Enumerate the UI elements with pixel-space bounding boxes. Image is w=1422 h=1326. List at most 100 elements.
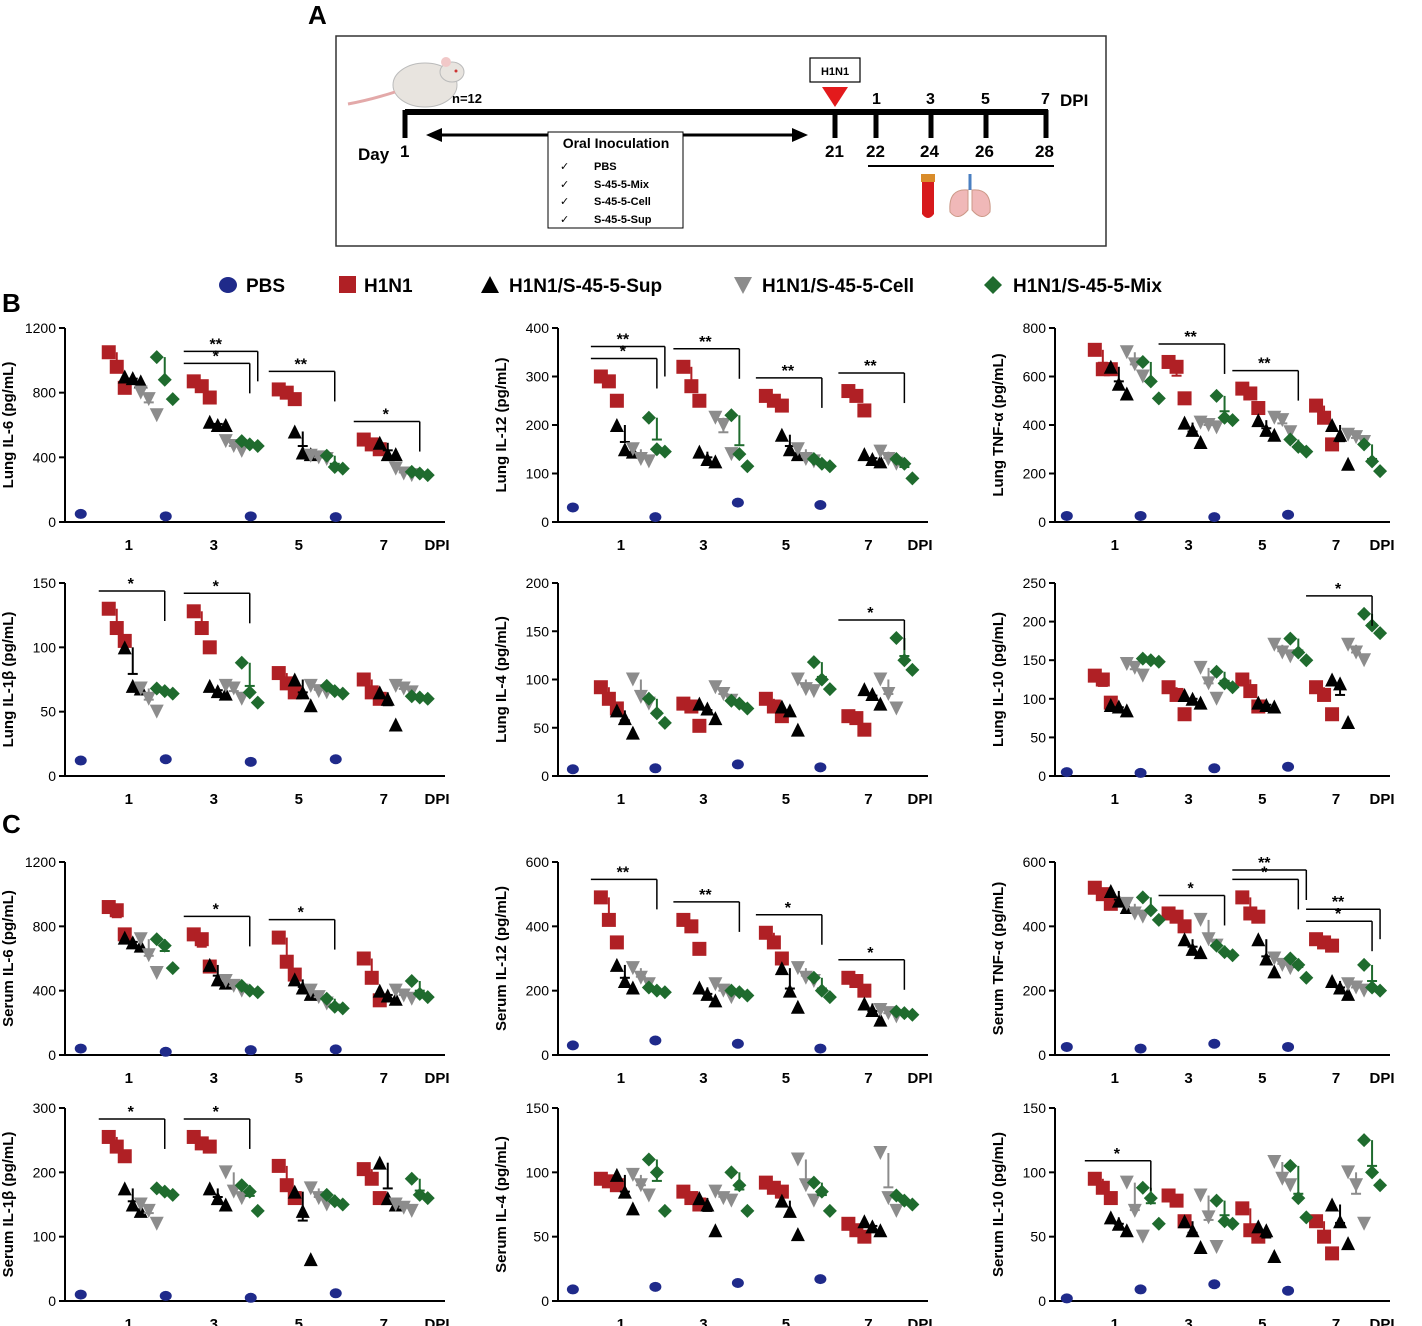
- point-sup: [287, 972, 302, 987]
- point-pbs: [1134, 1043, 1147, 1054]
- y-tick-label: 400: [33, 449, 57, 465]
- point-h1n1: [676, 359, 691, 374]
- point-cell: [396, 681, 411, 696]
- point-sup: [388, 991, 403, 1006]
- point-sup: [774, 961, 789, 976]
- point-h1n1: [101, 601, 116, 616]
- y-tick-label: 200: [1023, 614, 1047, 630]
- point-sup: [782, 983, 797, 998]
- significance-label: *: [1335, 906, 1342, 923]
- y-tick-label: 200: [526, 575, 550, 591]
- point-sup: [857, 1214, 872, 1229]
- lungs-icon: [949, 174, 991, 217]
- y-tick-label: 0: [48, 768, 56, 784]
- point-h1n1: [684, 919, 699, 934]
- point-cell: [881, 686, 896, 701]
- point-cell: [1119, 896, 1134, 911]
- y-tick-label: 100: [526, 1164, 550, 1180]
- point-cell: [1267, 951, 1282, 966]
- x-axis-label: DPI: [424, 537, 449, 554]
- point-cell: [1209, 691, 1224, 706]
- point-sup: [1325, 974, 1340, 989]
- y-tick-label: 300: [33, 1100, 57, 1116]
- point-sup: [708, 711, 723, 726]
- point-cell: [641, 1188, 656, 1203]
- point-sup: [372, 983, 387, 998]
- point-cell: [149, 408, 164, 423]
- point-mix: [165, 686, 180, 701]
- y-tick-label: 50: [40, 704, 56, 720]
- point-pbs: [1282, 761, 1295, 772]
- x-tick-label: 1: [1111, 1316, 1119, 1326]
- significance-label: *: [1114, 1146, 1121, 1163]
- point-cell: [1341, 637, 1356, 652]
- point-cell: [873, 444, 888, 459]
- point-pbs: [1208, 1279, 1221, 1290]
- point-mix: [1373, 626, 1388, 641]
- significance-label: **: [1184, 329, 1197, 346]
- legend-item-mix: H1N1/S-45-5-Mix: [984, 276, 1162, 297]
- point-mix: [1373, 464, 1388, 479]
- point-cell: [1135, 1229, 1150, 1244]
- point-mix: [740, 988, 755, 1003]
- point-sup: [609, 957, 624, 972]
- point-sup: [202, 1181, 217, 1196]
- point-mix: [732, 447, 747, 462]
- x-axis-label: DPI: [907, 1316, 932, 1326]
- point-cell: [881, 451, 896, 466]
- x-axis-label: DPI: [1369, 791, 1394, 808]
- point-mix: [1143, 374, 1158, 389]
- x-tick-label: 3: [699, 1316, 707, 1326]
- x-axis-label: DPI: [424, 1316, 449, 1326]
- point-mix: [1151, 391, 1166, 406]
- point-cell: [1119, 657, 1134, 672]
- point-sup: [133, 374, 148, 389]
- point-mix: [1357, 437, 1372, 452]
- point-cell: [889, 1203, 904, 1218]
- point-h1n1: [279, 954, 294, 969]
- point-sup: [700, 701, 715, 716]
- point-mix: [1357, 1133, 1372, 1148]
- point-sup: [857, 996, 872, 1011]
- x-tick-label: 7: [864, 1070, 872, 1087]
- check-icon: ✓: [560, 214, 569, 226]
- point-sup: [287, 424, 302, 439]
- panel-label-a: A: [308, 0, 327, 30]
- point-mix: [157, 372, 172, 387]
- x-tick-label: 3: [210, 1316, 218, 1326]
- point-cell: [1275, 645, 1290, 660]
- point-mix: [1283, 951, 1298, 966]
- point-sup: [1251, 1219, 1266, 1234]
- point-mix: [732, 1178, 747, 1193]
- point-pbs: [1060, 1293, 1073, 1304]
- point-pbs: [1282, 1285, 1295, 1296]
- y-tick-label: 400: [1023, 918, 1047, 934]
- point-mix: [641, 1152, 656, 1167]
- point-sup: [1103, 697, 1118, 712]
- x-tick-label: 5: [1258, 791, 1266, 808]
- point-h1n1: [692, 941, 707, 956]
- y-axis-label: Serum TNF-α (pg/mL): [990, 882, 1007, 1035]
- dpi-tick-label: 5: [981, 91, 990, 108]
- point-mix: [250, 439, 265, 454]
- point-h1n1: [109, 621, 124, 636]
- y-tick-label: 600: [1023, 854, 1047, 870]
- point-cell: [149, 965, 164, 980]
- point-sup: [202, 678, 217, 693]
- point-sup: [774, 1193, 789, 1208]
- point-cell: [218, 974, 233, 989]
- point-pbs: [1208, 1038, 1221, 1049]
- point-pbs: [74, 508, 87, 519]
- point-h1n1: [287, 392, 302, 407]
- point-sup: [1333, 427, 1348, 442]
- point-cell: [1349, 1178, 1364, 1193]
- point-h1n1: [857, 983, 872, 998]
- point-h1n1: [1325, 707, 1340, 722]
- point-pbs: [159, 1290, 172, 1301]
- check-icon: ✓: [560, 196, 569, 208]
- significance-label: **: [295, 356, 308, 373]
- significance-label: *: [213, 1104, 220, 1121]
- x-tick-label: 7: [864, 1316, 872, 1326]
- x-tick-label: 3: [699, 1070, 707, 1087]
